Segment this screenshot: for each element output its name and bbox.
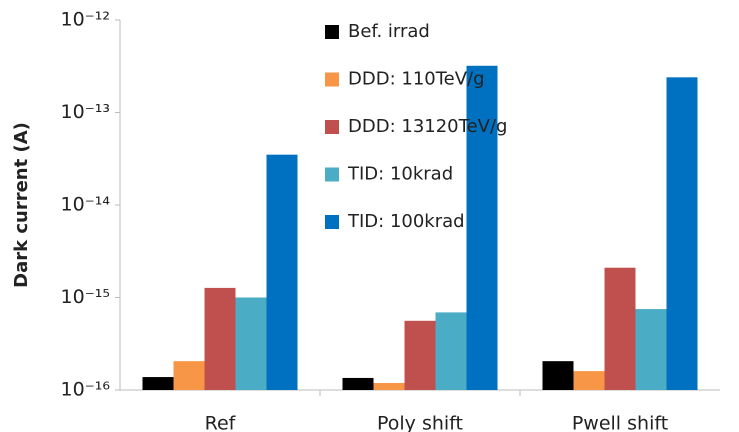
bar — [266, 154, 298, 390]
bar — [204, 287, 236, 390]
bar — [373, 383, 405, 390]
y-tick-label: 10⁻¹⁶ — [61, 379, 110, 401]
legend-swatch — [325, 215, 339, 229]
legend-label: TID: 100krad — [347, 211, 465, 232]
bar — [542, 361, 574, 390]
bar — [666, 77, 698, 391]
bar — [466, 65, 498, 391]
bar — [342, 377, 374, 390]
y-tick-label: 10⁻¹³ — [61, 101, 110, 123]
x-tick-label: Ref — [205, 413, 237, 432]
legend-swatch — [325, 25, 339, 39]
bar — [404, 320, 436, 390]
y-axis-title: Dark current (A) — [11, 122, 32, 288]
legend-label: Bef. irrad — [348, 21, 430, 42]
legend-swatch — [325, 167, 339, 182]
legend-swatch — [325, 120, 339, 134]
bar — [173, 361, 205, 390]
bar — [604, 267, 636, 390]
y-tick-label: 10⁻¹⁴ — [61, 194, 111, 216]
legend-swatch — [325, 72, 339, 87]
legend-label: DDD: 13120TeV/g — [348, 116, 507, 137]
bar — [435, 312, 467, 390]
legend-label: DDD: 110TeV/g — [348, 69, 485, 90]
bar — [142, 377, 174, 390]
bar — [573, 371, 605, 390]
legend-label: TID: 10krad — [347, 164, 453, 185]
bar — [635, 309, 667, 390]
y-tick-label: 10⁻¹⁵ — [61, 286, 110, 308]
y-tick-label: 10⁻¹² — [61, 9, 110, 31]
x-tick-label: Poly shift — [377, 413, 463, 432]
bar — [235, 297, 267, 390]
x-tick-label: Pwell shift — [572, 413, 668, 432]
